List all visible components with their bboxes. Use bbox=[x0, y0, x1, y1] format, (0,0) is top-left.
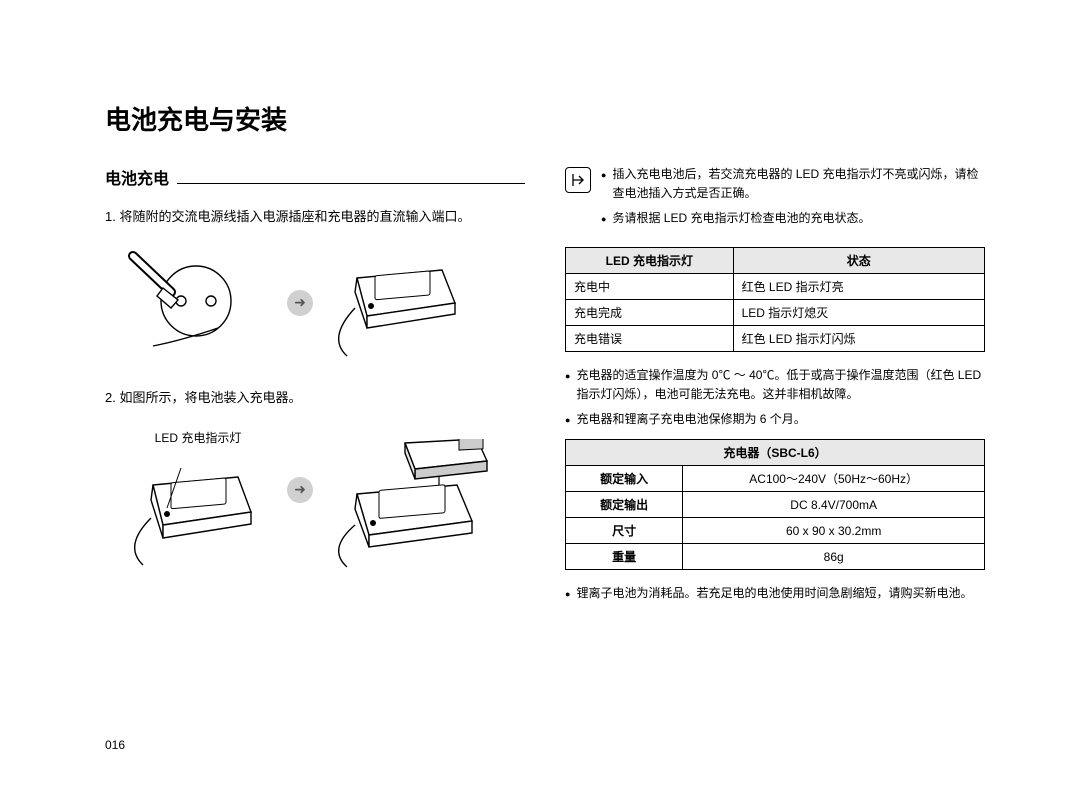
page-title: 电池充电与安装 bbox=[105, 100, 985, 137]
diagram-row-1: ➜ bbox=[105, 248, 525, 358]
charger-led-illustration bbox=[123, 450, 273, 570]
note-top-2: 务请根据 LED 充电指示灯检查电池的充电状态。 bbox=[601, 209, 985, 228]
content-columns: 电池充电 1. 将随附的交流电源线插入电源插座和充电器的直流输入端口。 ➜ bbox=[105, 165, 985, 609]
spec-table: 充电器（SBC-L6） 额定输入AC100～240V（50Hz～60Hz） 额定… bbox=[565, 439, 985, 570]
table-cell: 86g bbox=[683, 544, 985, 570]
table-cell: 额定输出 bbox=[566, 492, 683, 518]
right-column: 插入充电电池后，若交流充电器的 LED 充电指示灯不亮或闪烁，请检查电池插入方式… bbox=[565, 165, 985, 609]
outlet-plug-illustration bbox=[123, 248, 273, 358]
note-icon bbox=[565, 167, 591, 193]
subtitle: 电池充电 bbox=[105, 165, 169, 189]
table-cell: 充电完成 bbox=[566, 299, 734, 325]
notes-mid: 充电器的适宜操作温度为 0℃ ～ 40℃。低于或高于操作温度范围（红色 LED … bbox=[565, 366, 985, 430]
note-bottom-1: 锂离子电池为消耗品。若充足电的电池使用时间急剧缩短，请购买新电池。 bbox=[565, 584, 985, 603]
note-mid-2: 充电器和锂离子充电电池保修期为 6 个月。 bbox=[565, 410, 985, 429]
table-cell: 尺寸 bbox=[566, 518, 683, 544]
table-cell: 红色 LED 指示灯亮 bbox=[733, 273, 984, 299]
table-cell: LED 指示灯熄灭 bbox=[733, 299, 984, 325]
diagram-row-2: LED 充电指示灯 ➜ bbox=[105, 429, 525, 570]
led-h1: LED 充电指示灯 bbox=[566, 247, 734, 273]
led-h2: 状态 bbox=[733, 247, 984, 273]
charger-illustration-1 bbox=[327, 248, 477, 358]
table-cell: 重量 bbox=[566, 544, 683, 570]
note-block-top: 插入充电电池后，若交流充电器的 LED 充电指示灯不亮或闪烁，请检查电池插入方式… bbox=[565, 165, 985, 235]
subtitle-row: 电池充电 bbox=[105, 165, 525, 189]
subtitle-rule bbox=[177, 183, 525, 184]
note-top-1: 插入充电电池后，若交流充电器的 LED 充电指示灯不亮或闪烁，请检查电池插入方式… bbox=[601, 165, 985, 203]
table-cell: AC100～240V（50Hz～60Hz） bbox=[683, 466, 985, 492]
step-2: 2. 如图所示，将电池装入充电器。 bbox=[105, 388, 525, 409]
table-cell: 额定输入 bbox=[566, 466, 683, 492]
table-cell: 60 x 90 x 30.2mm bbox=[683, 518, 985, 544]
table-cell: DC 8.4V/700mA bbox=[683, 492, 985, 518]
spec-header: 充电器（SBC-L6） bbox=[566, 440, 985, 466]
notes-bottom: 锂离子电池为消耗品。若充足电的电池使用时间急剧缩短，请购买新电池。 bbox=[565, 584, 985, 603]
arrow-icon: ➜ bbox=[287, 290, 313, 316]
charger-battery-illustration bbox=[327, 439, 497, 569]
arrow-icon-2: ➜ bbox=[287, 477, 313, 503]
step-1: 1. 将随附的交流电源线插入电源插座和充电器的直流输入端口。 bbox=[105, 207, 525, 228]
table-cell: 充电中 bbox=[566, 273, 734, 299]
table-cell: 红色 LED 指示灯闪烁 bbox=[733, 325, 984, 351]
note-mid-1: 充电器的适宜操作温度为 0℃ ～ 40℃。低于或高于操作温度范围（红色 LED … bbox=[565, 366, 985, 404]
left-column: 电池充电 1. 将随附的交流电源线插入电源插座和充电器的直流输入端口。 ➜ bbox=[105, 165, 525, 609]
led-table: LED 充电指示灯 状态 充电中红色 LED 指示灯亮 充电完成LED 指示灯熄… bbox=[565, 247, 985, 352]
led-label: LED 充电指示灯 bbox=[155, 429, 242, 446]
page-number: 016 bbox=[105, 738, 125, 752]
table-cell: 充电错误 bbox=[566, 325, 734, 351]
